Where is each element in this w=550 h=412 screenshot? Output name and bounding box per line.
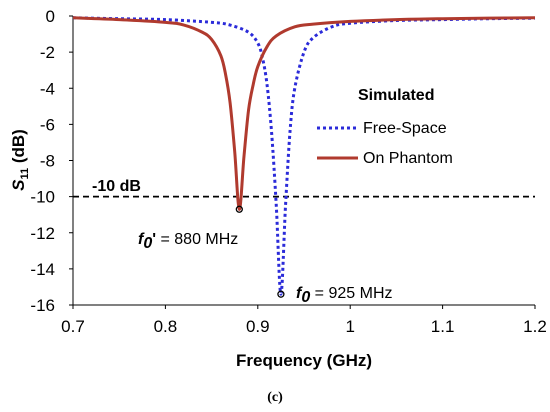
x-tick-labels: 0.7 0.8 0.9 1 1.1 1.2 bbox=[61, 305, 547, 336]
reference-line-label: -10 dB bbox=[92, 178, 141, 195]
y-tick-label: -6 bbox=[40, 115, 55, 134]
x-tick-label: 0.9 bbox=[246, 317, 270, 336]
marker-f0-phantom bbox=[235, 205, 243, 213]
marker-label-f: f bbox=[138, 231, 145, 248]
y-tick-label: -2 bbox=[40, 43, 55, 62]
y-axis-title-main: S bbox=[9, 179, 28, 191]
y-axis-title: S11 (dB) bbox=[9, 129, 31, 191]
marker-label-sub: 0 bbox=[301, 289, 310, 306]
legend-label-on-phantom: On Phantom bbox=[363, 150, 453, 167]
x-tick-label: 0.7 bbox=[61, 317, 85, 336]
y-tick-label: -14 bbox=[30, 260, 55, 279]
y-tick-label: -4 bbox=[40, 79, 55, 98]
legend-label-free-space: Free-Space bbox=[363, 120, 447, 137]
legend-title: Simulated bbox=[358, 87, 434, 104]
y-tick-label: -12 bbox=[30, 224, 55, 243]
y-tick-label: -16 bbox=[30, 296, 55, 315]
y-tick-labels: 0 -2 -4 -6 -8 -10 -12 -14 -16 bbox=[30, 7, 73, 315]
marker-label-value: = 880 MHz bbox=[156, 231, 238, 248]
y-tick-label: 0 bbox=[46, 7, 55, 26]
marker-f0-free-space bbox=[277, 290, 285, 298]
series-on-phantom-line bbox=[72, 16, 536, 211]
marker-label-free-space: f0 = 925 MHz bbox=[296, 285, 393, 306]
marker-label-phantom: f0' = 880 MHz bbox=[138, 231, 238, 252]
y-tick-label: -8 bbox=[40, 152, 55, 171]
x-tick-label: 1 bbox=[345, 317, 354, 336]
figure-caption: (c) bbox=[267, 390, 283, 405]
x-tick-label: 1.2 bbox=[523, 317, 547, 336]
y-axis-title-unit: (dB) bbox=[9, 129, 28, 168]
marker-label-prime: ' bbox=[152, 231, 156, 248]
y-axis-title-sub: 11 bbox=[19, 168, 31, 180]
marker-label-value: = 925 MHz bbox=[310, 285, 392, 302]
series-free-space-line bbox=[72, 16, 536, 296]
x-axis-title: Frequency (GHz) bbox=[236, 351, 372, 370]
legend: Simulated Free-Space On Phantom bbox=[317, 87, 453, 167]
x-tick-label: 1.1 bbox=[431, 317, 455, 336]
x-tick-label: 0.8 bbox=[154, 317, 178, 336]
marker-label-f: f bbox=[296, 285, 303, 302]
marker-label-sub: 0 bbox=[143, 235, 152, 252]
y-tick-label: -10 bbox=[30, 188, 55, 207]
